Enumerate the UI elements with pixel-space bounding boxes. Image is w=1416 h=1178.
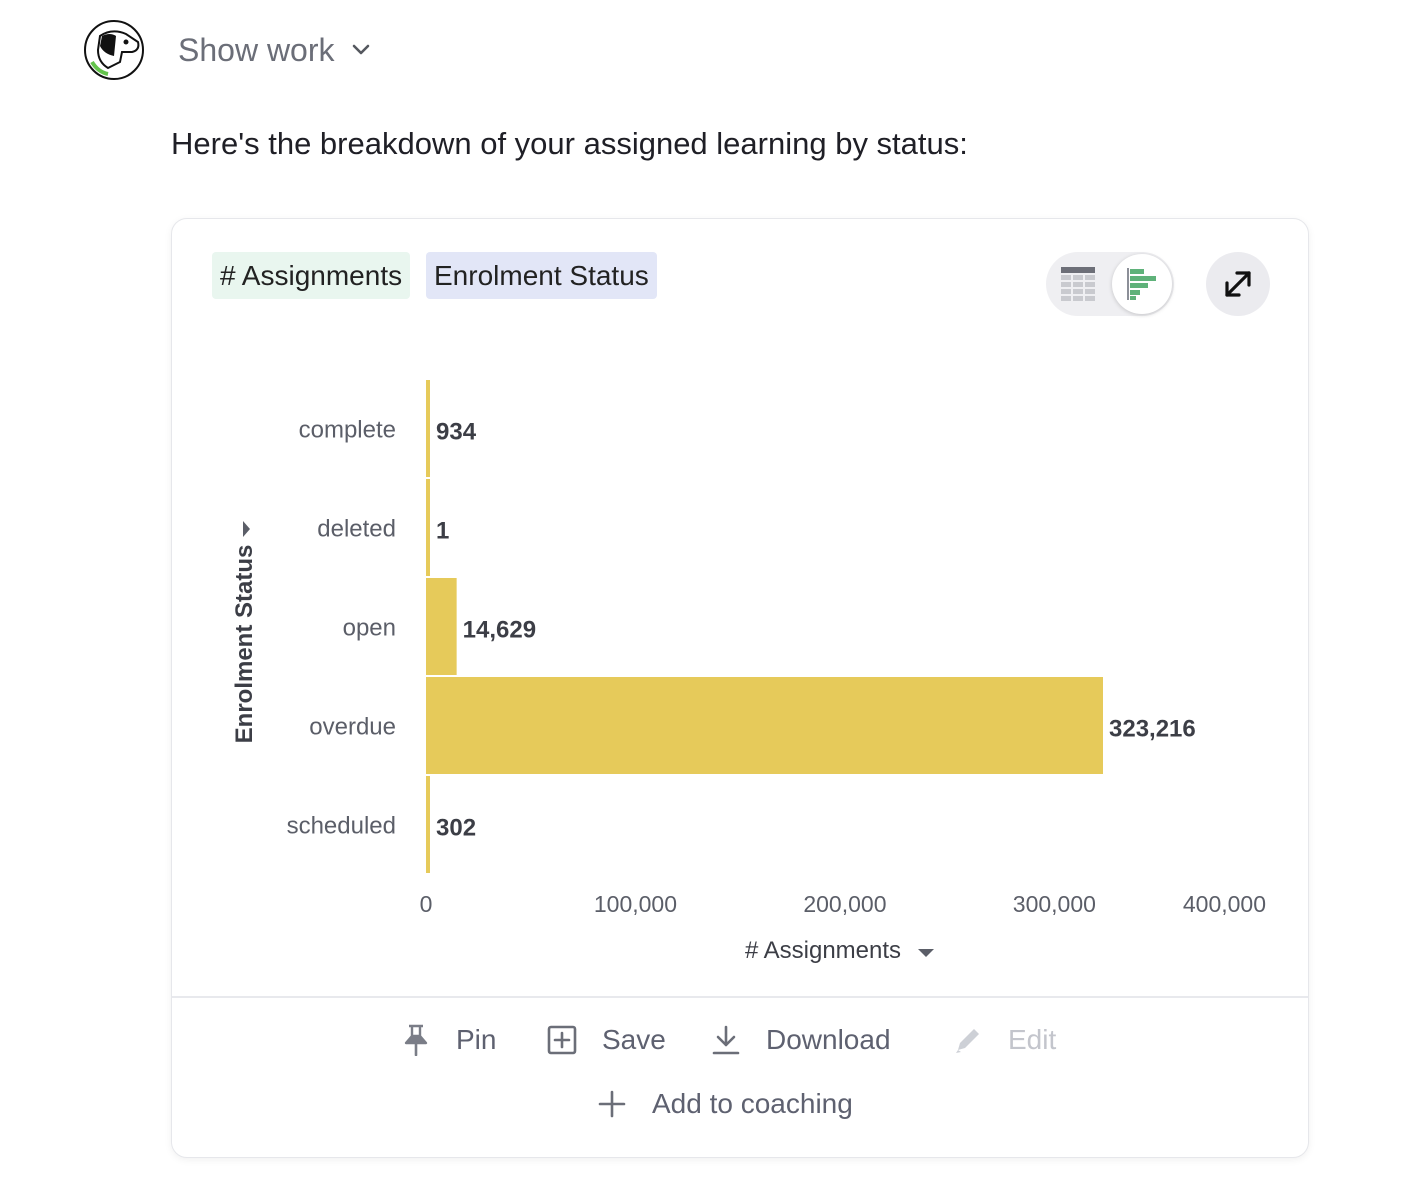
x-tick-label: 0: [420, 891, 433, 917]
show-work-label: Show work: [178, 31, 335, 68]
expand-button[interactable]: [1206, 252, 1270, 316]
category-label: complete: [299, 417, 396, 444]
save-button[interactable]: Save: [546, 1024, 666, 1056]
bar-chart-view-button[interactable]: [1112, 254, 1172, 314]
download-icon: [712, 1025, 740, 1055]
table-view-icon: [1061, 267, 1095, 301]
show-work-toggle[interactable]: Show work: [178, 28, 373, 72]
x-axis-title: # Assignments: [745, 937, 901, 964]
caret-right-icon: [243, 521, 250, 537]
x-tick-label: 400,000: [1183, 891, 1266, 917]
dimension-chip[interactable]: Enrolment Status: [426, 252, 657, 299]
expand-icon: [1225, 271, 1251, 297]
value-label: 14,629: [463, 617, 536, 644]
view-toggle: [1046, 252, 1174, 316]
category-label: overdue: [309, 714, 396, 741]
bar: [426, 776, 430, 873]
bar: [426, 578, 457, 675]
plus-icon: [598, 1090, 626, 1118]
sort-dropdown-icon: [918, 949, 934, 957]
category-label: scheduled: [287, 813, 396, 840]
download-label: Download: [766, 1024, 891, 1055]
value-label: 323,216: [1109, 716, 1196, 743]
pin-button[interactable]: Pin: [400, 1024, 496, 1056]
dog-logo-icon: [90, 30, 140, 76]
card-divider: [172, 996, 1308, 998]
bar: [426, 677, 1103, 774]
table-view-button[interactable]: [1048, 254, 1108, 314]
y-axis-title: Enrolment Status: [231, 545, 258, 744]
assistant-avatar: [84, 20, 144, 80]
download-button[interactable]: Download: [710, 1024, 891, 1056]
edit-button[interactable]: Edit: [952, 1024, 1056, 1056]
category-label: deleted: [317, 516, 396, 543]
save-label: Save: [602, 1024, 666, 1055]
pin-label: Pin: [456, 1024, 497, 1055]
bar-chart: complete 934 deleted 1 open 14,629 overdue 323,…: [231, 380, 1266, 964]
assistant-message: Here's the breakdown of your assigned le…: [171, 126, 968, 161]
pencil-icon: [956, 1029, 979, 1053]
value-label: 302: [436, 815, 476, 842]
bar: [426, 479, 430, 576]
value-label: 934: [436, 419, 477, 446]
plus-square-icon: [547, 1025, 577, 1055]
add-to-coaching-button[interactable]: Add to coaching: [596, 1088, 853, 1120]
pin-icon: [404, 1024, 428, 1056]
chart-card: # Assignments Enrolment Status: [171, 218, 1309, 1158]
x-tick-label: 300,000: [1013, 891, 1096, 917]
add-to-coaching-label: Add to coaching: [652, 1088, 853, 1119]
category-label: open: [343, 615, 396, 642]
measure-chip[interactable]: # Assignments: [212, 252, 411, 299]
value-label: 1: [436, 518, 449, 545]
x-tick-label: 200,000: [803, 891, 886, 917]
edit-label: Edit: [1008, 1024, 1057, 1055]
bar: [426, 380, 430, 477]
chevron-down-icon: [352, 44, 369, 55]
bar-chart-icon: [1127, 268, 1156, 300]
x-tick-label: 100,000: [594, 891, 677, 917]
